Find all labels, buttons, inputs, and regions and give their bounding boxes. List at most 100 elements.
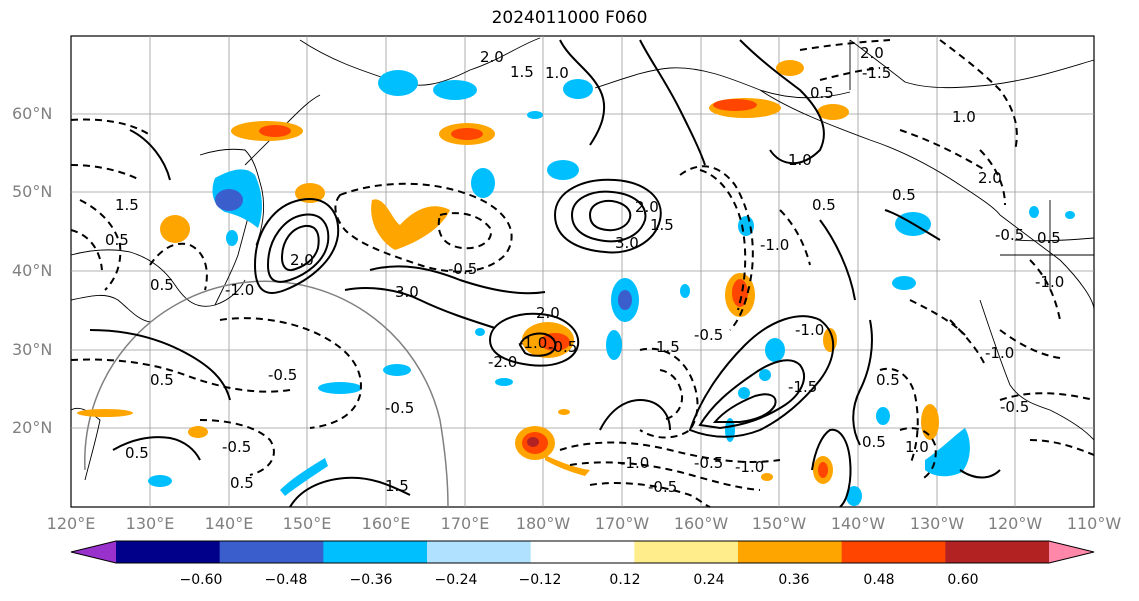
reference-circle: [84, 280, 449, 508]
contour-label: 1.5: [385, 477, 409, 495]
contour-label: 0.5: [230, 474, 254, 492]
colorbar-tick-label: 0.48: [863, 572, 895, 588]
contour-label: -0.5: [222, 438, 251, 456]
colorbar-tick-label: −0.60: [179, 572, 223, 588]
contour-label: 2.0: [536, 304, 560, 322]
colorbar-segment: [427, 541, 532, 563]
contour-label: 1.5: [510, 63, 534, 81]
contour-label: 0.5: [150, 371, 174, 389]
contour-label: 1.0: [788, 151, 812, 169]
lon-label: 180°W: [515, 514, 571, 533]
lat-label: 20°N: [12, 418, 53, 437]
lon-label: 150°E: [282, 514, 332, 533]
colorbar-segment: [738, 541, 843, 563]
contour-label: 1.0: [545, 64, 569, 82]
lon-label: 160°W: [673, 514, 729, 533]
contour-label: 2.0: [290, 251, 314, 269]
contour-label: 2.0: [860, 44, 884, 62]
colorbar-segment: [841, 541, 946, 563]
contour-label: -2.0: [488, 353, 517, 371]
contour-label: 1.5: [656, 338, 680, 356]
contour-label: 2.0: [978, 169, 1002, 187]
colorbar: [70, 540, 1095, 564]
contour-label: 3.0: [395, 283, 419, 301]
colorbar-segment: [945, 541, 1050, 563]
colorbar-tick-label: −0.48: [264, 572, 308, 588]
colorbar-tick-label: −0.12: [518, 572, 562, 588]
lat-label: 60°N: [12, 104, 53, 123]
contours-positive: [89, 39, 1001, 508]
contour-label: 0.5: [812, 196, 836, 214]
map-frame: [70, 35, 1095, 508]
contour-label: -1.0: [795, 321, 824, 339]
contour-label: 1.0: [952, 108, 976, 126]
contour-label: -0.5: [448, 260, 477, 278]
shading-negative: [148, 70, 1075, 506]
lat-label: 40°N: [12, 261, 53, 280]
colorbar-outline: [70, 540, 1095, 564]
lon-label: 170°E: [440, 514, 490, 533]
contour-label: 0.5: [1037, 229, 1061, 247]
contour-label: -1.5: [862, 64, 891, 82]
lat-label: 30°N: [12, 340, 53, 359]
lat-label: 50°N: [12, 182, 53, 201]
contour-label: 1.5: [115, 196, 139, 214]
contour-label: 0.5: [862, 433, 886, 451]
lon-label: 150°W: [751, 514, 807, 533]
lon-label: 110°W: [1066, 514, 1122, 533]
contour-label: -1.0: [760, 236, 789, 254]
lon-label: 140°W: [830, 514, 886, 533]
contour-label: 0.5: [892, 186, 916, 204]
lon-label: 160°E: [361, 514, 411, 533]
contour-label: 0.5: [876, 371, 900, 389]
contour-label: -0.5: [694, 454, 723, 472]
colorbar-segment: [116, 541, 221, 563]
contour-label: -1.5: [788, 378, 817, 396]
colorbar-tick-label: 0.12: [609, 572, 641, 588]
contours-negative: [70, 39, 1095, 508]
contour-label: -0.5: [1000, 398, 1029, 416]
lon-label: 140°E: [204, 514, 254, 533]
lon-label: 120°E: [46, 514, 96, 533]
contour-label: -1.0: [735, 458, 764, 476]
contour-label: -0.5: [995, 226, 1024, 244]
contour-label: 1.5: [650, 216, 674, 234]
colorbar-segment: [219, 541, 324, 563]
contour-label: 0.5: [105, 231, 129, 249]
lon-label: 170°W: [594, 514, 650, 533]
colorbar-segment: [530, 541, 635, 563]
contour-label: 0.5: [810, 84, 834, 102]
contour-label: -1.0: [985, 344, 1014, 362]
colorbar-tick-label: −0.36: [349, 572, 393, 588]
contour-labels: 2.0 1.5 1.0 2.0 -1.5 0.5 1.0 0.5 1.5 2.0…: [105, 44, 1064, 496]
contour-label: 1.0: [905, 438, 929, 456]
lon-label: 120°W: [987, 514, 1043, 533]
contour-label: -1.0: [620, 454, 649, 472]
contour-label: -1.0: [1035, 273, 1064, 291]
colorbar-extend-left: [71, 541, 116, 563]
chart-title: 2024011000 F060: [491, 8, 648, 28]
contour-label: 2.0: [480, 48, 504, 66]
contour-label: -1.0: [518, 334, 547, 352]
contour-label: -0.5: [268, 366, 297, 384]
lon-label: 130°W: [909, 514, 965, 533]
contour-label: -1.0: [225, 281, 254, 299]
lon-label: 130°E: [125, 514, 175, 533]
colorbar-segment: [634, 541, 739, 563]
contour-label: -0.5: [385, 399, 414, 417]
contour-label: -0.5: [694, 326, 723, 344]
contour-label: -0.5: [548, 338, 577, 356]
contour-label: 0.5: [125, 444, 149, 462]
colorbar-tick-label: 0.60: [947, 572, 979, 588]
contour-label: 0.5: [150, 276, 174, 294]
contour-label: -0.5: [648, 478, 677, 496]
colorbar-tick-label: 0.24: [693, 572, 725, 588]
colorbar-tick-label: 0.36: [778, 572, 810, 588]
colorbar-extend-right: [1049, 541, 1094, 563]
colorbar-tick-label: −0.24: [434, 572, 478, 588]
colorbar-segment: [323, 541, 428, 563]
shading-positive: [77, 60, 939, 484]
contour-label: 2.0: [635, 198, 659, 216]
contour-label: 3.0: [615, 234, 639, 252]
